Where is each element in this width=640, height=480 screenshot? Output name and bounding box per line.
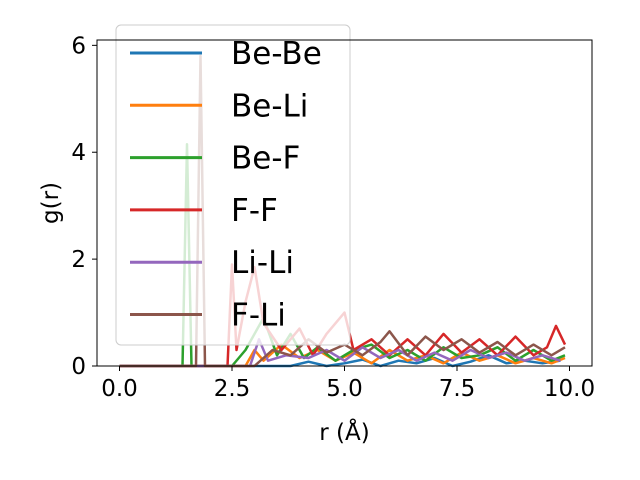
y-tick-label: 4 [71, 140, 86, 166]
y-tick-label: 2 [71, 247, 86, 273]
legend-label: Be-Be [231, 36, 322, 72]
y-axis-label: g(r) [38, 182, 64, 224]
series-line-li-li [119, 338, 561, 368]
series-line-be-li [119, 343, 566, 368]
legend-label: F-Li [231, 298, 286, 334]
x-tick-label: 5.0 [326, 376, 363, 402]
y-tick-label: 6 [71, 33, 86, 59]
legend: Be-Be Be-Li Be-F F-F Li-Li F-Li [115, 24, 351, 346]
x-axis-label: r (Å) [319, 418, 369, 446]
x-tick-label: 10.0 [544, 376, 595, 402]
x-tick-label: 7.5 [439, 376, 476, 402]
y-axis-ticks: 0 2 4 6 [71, 33, 97, 380]
legend-label: Be-F [231, 141, 300, 177]
y-tick-label: 0 [71, 354, 86, 380]
x-tick-label: 0.0 [101, 376, 138, 402]
legend-label: F-F [231, 193, 278, 229]
legend-label: Li-Li [231, 245, 294, 281]
x-axis-ticks: 0.0 2.5 5.0 7.5 10.0 [101, 366, 595, 402]
x-tick-label: 2.5 [214, 376, 251, 402]
legend-label: Be-Li [231, 88, 308, 124]
